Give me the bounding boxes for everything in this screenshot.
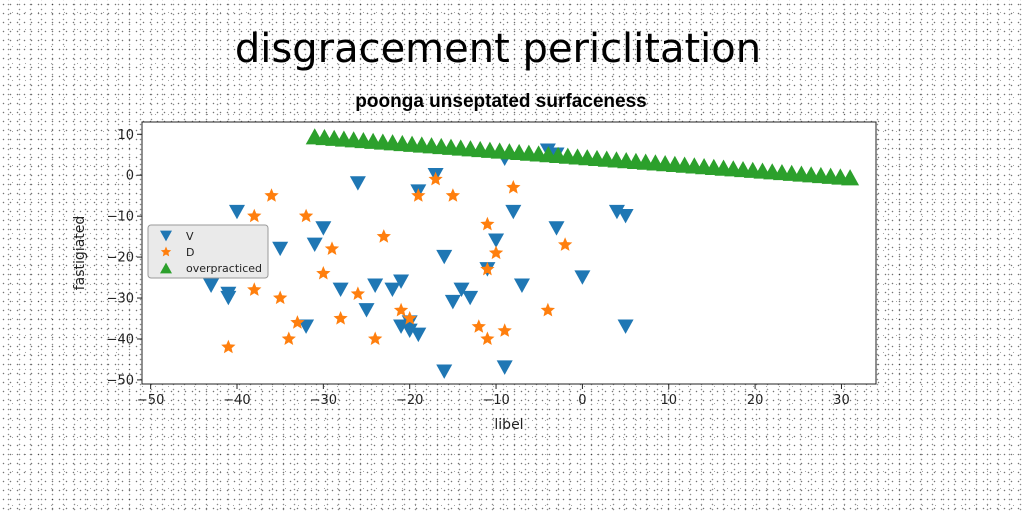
y-tick-label: −20 [107, 251, 134, 266]
y-tick-label: 10 [117, 128, 134, 143]
x-tick-label: −20 [396, 393, 423, 408]
x-tick-label: 0 [578, 393, 586, 408]
y-axis: 10 0 −10 −20 −30 −40 −50 [107, 128, 142, 389]
x-tick-label: −50 [137, 393, 164, 408]
x-tick-label: 30 [833, 393, 850, 408]
legend-label: D [186, 246, 194, 259]
legend-label: V [186, 230, 194, 243]
chart-title: disgracement periclitation [235, 26, 761, 72]
legend-label: overpracticed [186, 262, 262, 275]
y-tick-label: −10 [107, 210, 134, 225]
x-tick-label: −30 [310, 393, 337, 408]
y-tick-label: −30 [107, 292, 134, 307]
x-tick-label: −10 [482, 393, 509, 408]
x-tick-label: −40 [223, 393, 250, 408]
y-tick-label: −50 [107, 373, 134, 388]
chart-subtitle: poonga unseptated surfaceness [355, 91, 646, 112]
x-axis: −50 −40 −30 −20 −10 0 10 20 30 [137, 384, 850, 408]
y-tick-label: 0 [126, 169, 134, 184]
x-axis-label: libel [494, 417, 523, 433]
y-tick-label: −40 [107, 332, 134, 347]
x-tick-label: 20 [747, 393, 764, 408]
x-tick-label: 10 [660, 393, 677, 408]
y-axis-label: fastigiated [72, 216, 88, 291]
